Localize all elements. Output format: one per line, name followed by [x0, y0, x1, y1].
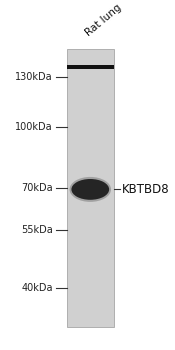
Text: 70kDa: 70kDa — [21, 183, 52, 193]
Bar — [67, 65, 114, 69]
Ellipse shape — [69, 177, 111, 202]
Text: KBTBD8: KBTBD8 — [122, 183, 169, 196]
Text: 55kDa: 55kDa — [21, 225, 52, 235]
Text: 100kDa: 100kDa — [15, 122, 52, 132]
Text: Rat lung: Rat lung — [83, 2, 123, 38]
Ellipse shape — [71, 179, 109, 200]
Text: 130kDa: 130kDa — [15, 72, 52, 82]
Bar — [67, 49, 114, 327]
Text: 40kDa: 40kDa — [21, 283, 52, 293]
